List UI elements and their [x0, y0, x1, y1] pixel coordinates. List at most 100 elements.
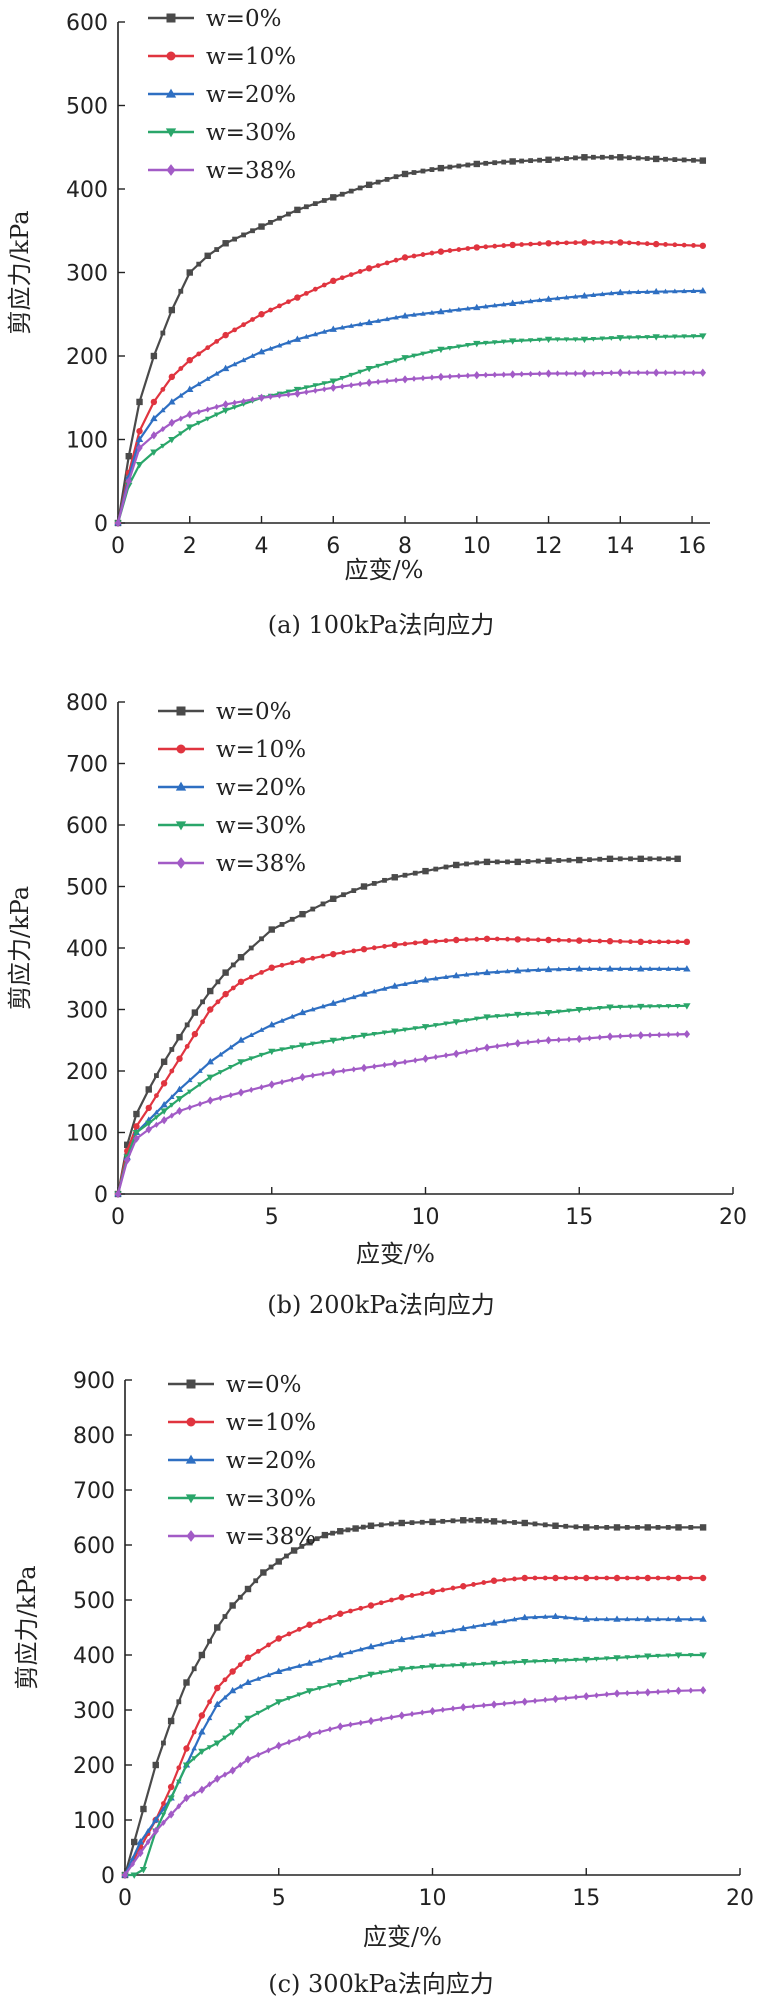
series-marker: [371, 881, 377, 886]
series-marker: [576, 1007, 583, 1013]
series-marker: [528, 370, 534, 378]
series-marker: [276, 1559, 282, 1564]
series-marker: [463, 971, 470, 977]
series-marker: [681, 288, 687, 294]
series-marker: [553, 1695, 558, 1703]
series-marker: [187, 357, 193, 363]
series-marker: [347, 1677, 354, 1683]
series-marker: [662, 334, 669, 340]
series-marker: [450, 1627, 456, 1633]
series-marker: [368, 1523, 374, 1529]
series-marker: [402, 355, 408, 361]
y-tick-label: 300: [66, 999, 108, 1024]
series-marker: [656, 939, 662, 945]
series-marker: [381, 985, 388, 991]
series-marker: [581, 293, 588, 298]
series-marker: [626, 155, 632, 161]
series-w30: [121, 1652, 707, 1879]
series-marker: [532, 1575, 538, 1581]
series-marker: [357, 321, 363, 327]
series-marker: [594, 1575, 599, 1581]
y-tick-label: 400: [73, 1644, 115, 1669]
series-marker: [545, 1010, 552, 1016]
y-tick-label: 200: [73, 1754, 115, 1779]
series-marker: [453, 1019, 460, 1025]
series-marker: [617, 369, 623, 376]
series-marker: [492, 243, 498, 249]
series-marker: [688, 1687, 694, 1694]
series-marker: [178, 288, 184, 294]
series-marker: [688, 1525, 694, 1530]
series-marker: [161, 1059, 167, 1065]
series-marker: [587, 938, 592, 944]
series-marker: [545, 296, 552, 302]
series-marker: [276, 1742, 282, 1749]
series-marker: [161, 1109, 167, 1114]
series-marker: [289, 916, 295, 922]
series-marker: [378, 1522, 384, 1528]
legend-label: w=20%: [226, 1448, 316, 1474]
series-marker: [204, 376, 211, 381]
x-tick-label: 0: [118, 1886, 132, 1911]
series-marker: [525, 967, 531, 973]
series-marker: [447, 373, 453, 380]
series-marker: [330, 896, 336, 902]
series-marker: [491, 302, 498, 308]
legend-label: w=10%: [226, 1410, 316, 1436]
series-marker: [691, 369, 696, 376]
series-marker: [228, 1092, 234, 1099]
series-marker: [279, 1078, 285, 1086]
series-marker: [300, 1074, 305, 1081]
series-marker: [330, 194, 336, 200]
series-marker: [184, 1746, 189, 1751]
series-marker: [590, 240, 596, 245]
series-marker: [310, 906, 316, 912]
series-marker: [348, 188, 354, 194]
series-marker: [330, 1530, 335, 1536]
series-marker: [509, 339, 516, 344]
series-marker: [151, 432, 157, 439]
series-marker: [484, 969, 490, 975]
series-marker: [248, 1086, 254, 1093]
series-marker: [327, 1654, 333, 1660]
series-marker: [515, 859, 521, 865]
series-marker: [160, 425, 166, 433]
series-marker: [269, 927, 275, 932]
series-marker: [307, 1731, 312, 1738]
series-marker: [525, 937, 531, 942]
series-marker: [398, 1636, 405, 1642]
series-marker: [556, 1036, 562, 1043]
series-marker: [453, 1050, 459, 1057]
series-marker: [196, 408, 202, 416]
y-axis-label: 剪应力/kPa: [6, 886, 34, 1010]
series-marker: [429, 374, 435, 381]
series-marker: [505, 1041, 510, 1048]
series-marker: [223, 991, 229, 997]
series-marker: [604, 1575, 610, 1581]
y-tick-label: 500: [66, 95, 108, 120]
series-marker: [681, 369, 687, 376]
series-marker: [357, 380, 363, 388]
series-marker: [537, 157, 542, 163]
legend: w=0% w=10% w=20% w=30% w=38%: [168, 1372, 316, 1550]
series-marker: [160, 330, 166, 336]
series-marker: [303, 333, 310, 339]
series-marker: [607, 966, 613, 971]
series-marker: [154, 1073, 159, 1079]
series-marker: [583, 1657, 590, 1663]
series-marker: [439, 1663, 446, 1669]
series-marker: [330, 1000, 337, 1006]
x-tick-label: 10: [419, 1886, 447, 1911]
x-tick-label: 10: [412, 1205, 440, 1230]
series-marker: [626, 369, 632, 376]
x-axis-label: 应变/%: [363, 1923, 442, 1951]
series-marker: [647, 1031, 653, 1039]
series-marker: [381, 1030, 388, 1036]
series-w30: [114, 1003, 691, 1198]
y-tick-label: 900: [73, 1369, 115, 1394]
series-marker: [169, 399, 175, 404]
series-marker: [438, 165, 444, 171]
series-marker: [665, 1575, 671, 1581]
series-marker: [384, 361, 390, 366]
series-marker: [576, 1035, 582, 1043]
